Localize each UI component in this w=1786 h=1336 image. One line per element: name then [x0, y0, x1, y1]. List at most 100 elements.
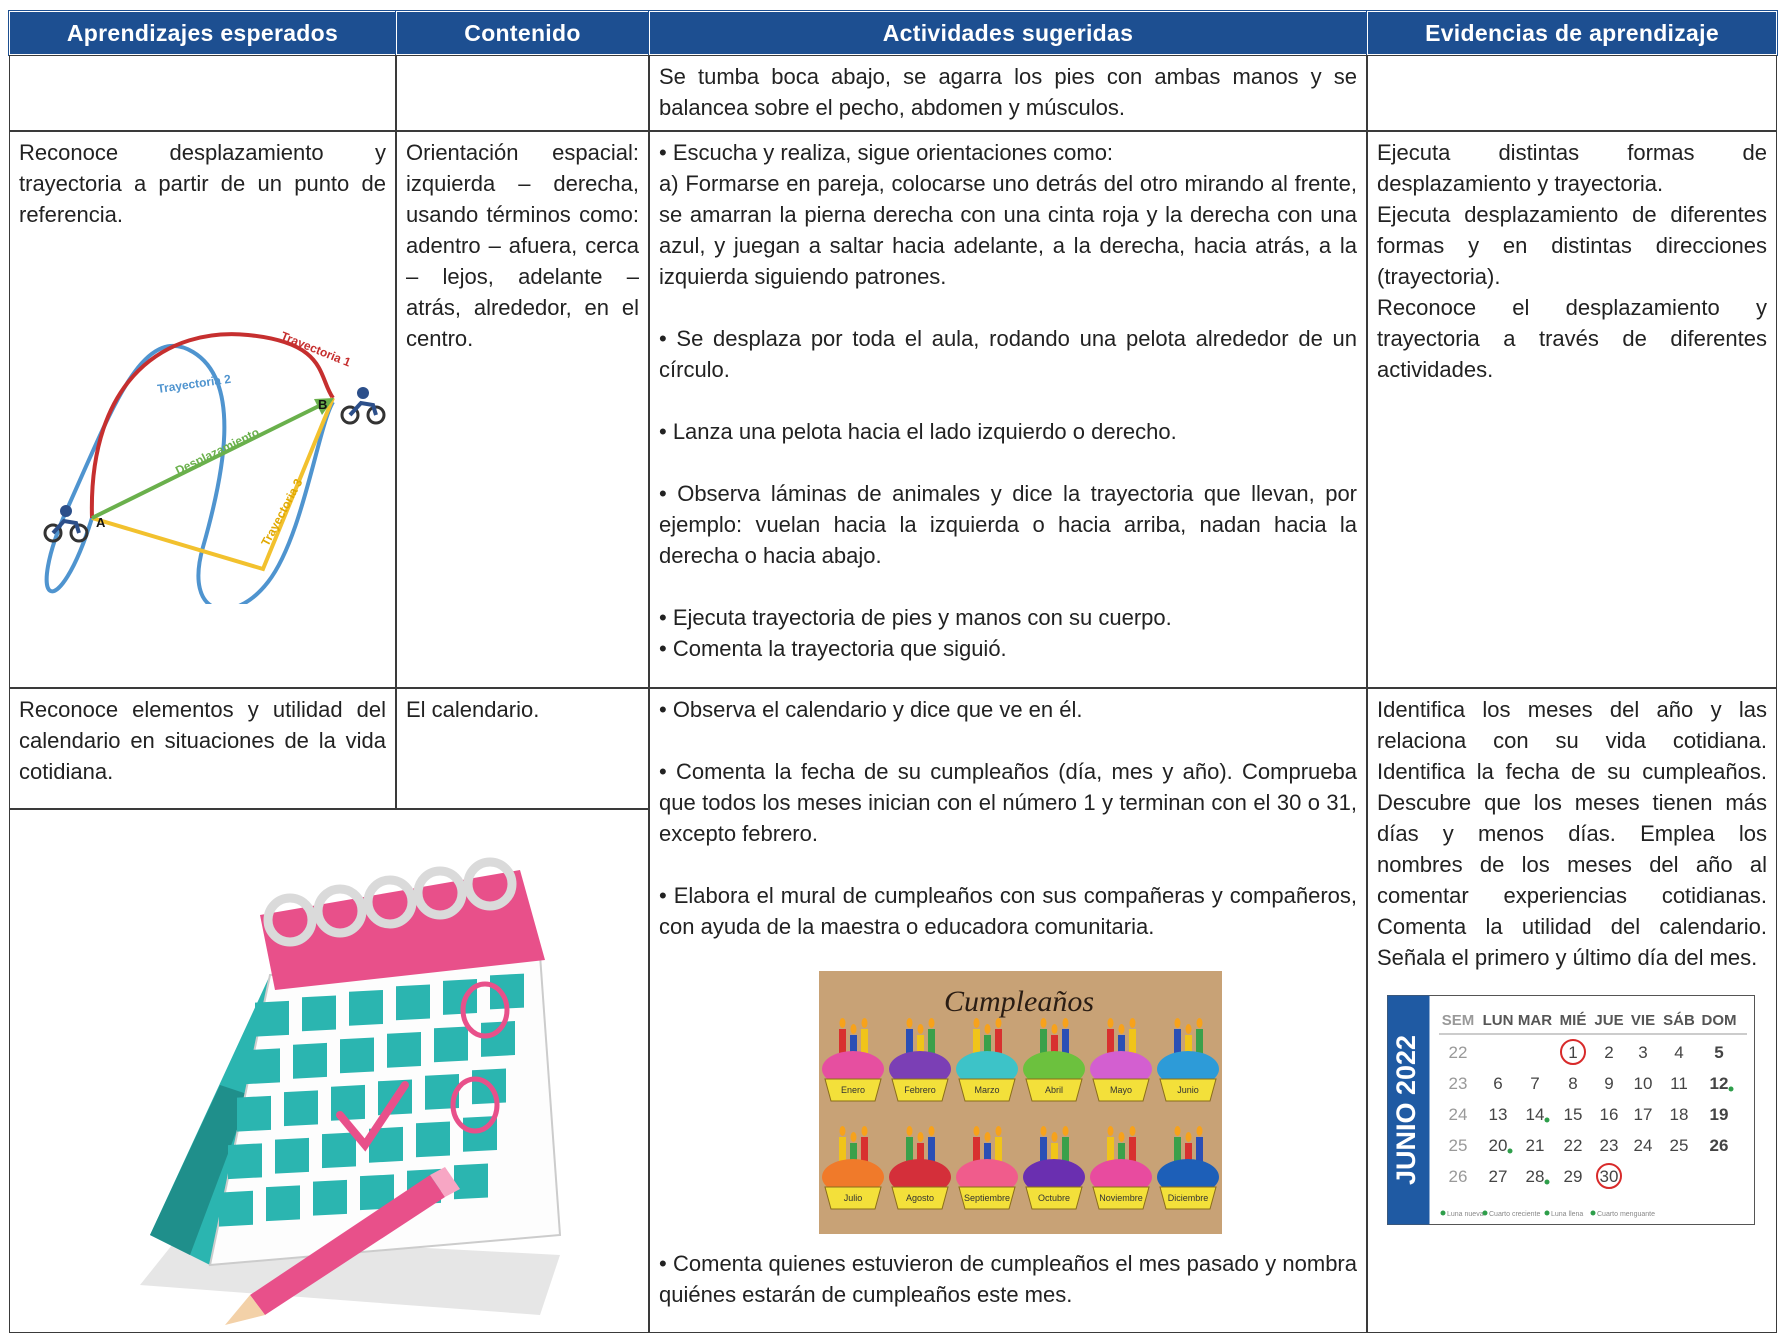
- calendar-illustration: [140, 857, 562, 1325]
- calendar-square: [369, 1126, 403, 1163]
- header-text: Evidencias de aprendizaje: [1425, 19, 1719, 46]
- paragraph: • Comenta quienes estuvieron de cumpleañ…: [659, 1248, 1357, 1310]
- calendar-day: 22: [1449, 1043, 1468, 1062]
- flame: [928, 1126, 935, 1136]
- flame: [861, 1018, 868, 1028]
- calendar-day: 18: [1670, 1105, 1689, 1124]
- flame: [917, 1132, 924, 1142]
- candle: [839, 1137, 846, 1171]
- calendar-square: [416, 1121, 450, 1158]
- text-line: • Comenta quienes estuvieron de cumpleañ…: [659, 1251, 1357, 1307]
- flame: [928, 1018, 935, 1028]
- evidence-cell: Identifica los meses del año y las relac…: [1367, 688, 1777, 1333]
- calendar-day: 29: [1564, 1167, 1583, 1186]
- paragraph: Identifica los meses del año y las relac…: [1377, 697, 1767, 970]
- text: El calendario.: [406, 697, 540, 722]
- text-line: • Escucha y realiza, sigue orientaciones…: [659, 140, 1114, 165]
- cupcake-base: [958, 1186, 1016, 1210]
- month-label: Febrero: [904, 1085, 936, 1095]
- weekday-header: LUN: [1483, 1012, 1514, 1029]
- calendar-square: [340, 1037, 374, 1074]
- bike-body: [51, 518, 81, 535]
- weekday-header: JUE: [1594, 1012, 1623, 1029]
- calendar-square: [360, 1174, 394, 1211]
- text-line: • Comenta la fecha de su cumpleaños (día…: [659, 759, 1357, 846]
- candle: [1174, 1137, 1181, 1171]
- frosting: [889, 1159, 951, 1195]
- paragraph: Se tumba boca abajo, se agarra los pies …: [659, 61, 1357, 123]
- weekday-header: MIÉ: [1560, 1012, 1587, 1029]
- mark-circle: [460, 981, 510, 1039]
- paragraph: • Lanza una pelota hacia el lado izquier…: [659, 416, 1357, 447]
- photo-title: Cumpleaños: [944, 985, 1094, 1018]
- cupcake-base: [891, 1078, 949, 1102]
- arrow-head: [314, 398, 334, 415]
- calendar-day: 23: [1449, 1074, 1468, 1093]
- calendar-day: 1: [1568, 1043, 1577, 1062]
- flame: [1040, 1126, 1047, 1136]
- flame: [984, 1024, 991, 1034]
- calendar-square: [246, 1048, 280, 1085]
- calendar-day: 16: [1600, 1105, 1619, 1124]
- candle: [861, 1029, 868, 1063]
- expected-cell: [9, 55, 396, 131]
- cupcake-base: [1025, 1186, 1083, 1210]
- calendar-day: 5: [1714, 1043, 1723, 1062]
- calendar-day: 9: [1604, 1074, 1613, 1093]
- flame: [1118, 1024, 1125, 1034]
- calendar-title: JUNIO 2022: [1391, 1035, 1421, 1185]
- candle: [906, 1137, 913, 1171]
- month-label: Abril: [1045, 1085, 1063, 1095]
- content-cell: Orientación espacial: izquierda – derech…: [396, 131, 649, 688]
- calendar-day: 30: [1600, 1167, 1619, 1186]
- frosting: [889, 1051, 951, 1087]
- text-line: Se tumba boca abajo, se agarra los pies …: [659, 64, 1357, 120]
- header-cell: Evidencias de aprendizaje: [1366, 10, 1778, 56]
- bike-body: [348, 400, 378, 417]
- candle: [1129, 1029, 1136, 1063]
- calendar-side-dark: [150, 1085, 250, 1255]
- weekday-header: SÁB: [1663, 1012, 1695, 1029]
- expected-cell: Reconoce desplazamiento y trayectoria a …: [9, 131, 396, 688]
- illustration-cell: [9, 809, 649, 1333]
- calendar-day: 11: [1670, 1074, 1688, 1093]
- month-label: Marzo: [974, 1085, 999, 1095]
- flame: [995, 1126, 1002, 1136]
- candle: [1107, 1137, 1114, 1171]
- cupcake-base: [824, 1078, 882, 1102]
- calendar-day: 2: [1604, 1043, 1613, 1062]
- candle: [928, 1137, 935, 1171]
- calendar-day: 8: [1568, 1074, 1577, 1093]
- candle: [1174, 1029, 1181, 1063]
- cupcake-base: [1025, 1078, 1083, 1102]
- paragraph: • Observa láminas de animales y dice la …: [659, 478, 1357, 571]
- flame: [973, 1018, 980, 1028]
- diagram-label: B: [318, 397, 327, 412]
- paragraph: Reconoce el desplazamiento y trayectoria…: [1377, 295, 1767, 382]
- flame: [1118, 1132, 1125, 1142]
- text-line: a) Formarse en pareja, colocarse uno det…: [659, 171, 1357, 289]
- flame: [1196, 1126, 1203, 1136]
- calendar-day: 25: [1449, 1136, 1468, 1155]
- paragraph: • Elabora el mural de cumpleaños con sus…: [659, 880, 1357, 942]
- text: Orientación espacial: izquierda – derech…: [406, 140, 639, 351]
- month-label: Diciembre: [1168, 1193, 1209, 1203]
- month-label: Enero: [841, 1085, 865, 1095]
- month-label: Junio: [1177, 1085, 1199, 1095]
- flame: [973, 1126, 980, 1136]
- month-label: Septiembre: [964, 1193, 1010, 1203]
- frosting: [822, 1051, 884, 1087]
- legend-dot: [1590, 1210, 1596, 1216]
- candle: [1107, 1029, 1114, 1063]
- weekday-header: MAR: [1518, 1012, 1552, 1029]
- calendar-day: 14: [1526, 1105, 1545, 1124]
- flame: [839, 1018, 846, 1028]
- calendar-square: [481, 1021, 515, 1057]
- flame: [1107, 1018, 1114, 1028]
- cupcake-base: [958, 1078, 1016, 1102]
- calendar-ring: [363, 875, 417, 929]
- legend-text: Luna nueva: [1447, 1211, 1484, 1218]
- candle: [1062, 1137, 1069, 1171]
- frosting: [822, 1159, 884, 1195]
- cupcake-base: [824, 1186, 882, 1210]
